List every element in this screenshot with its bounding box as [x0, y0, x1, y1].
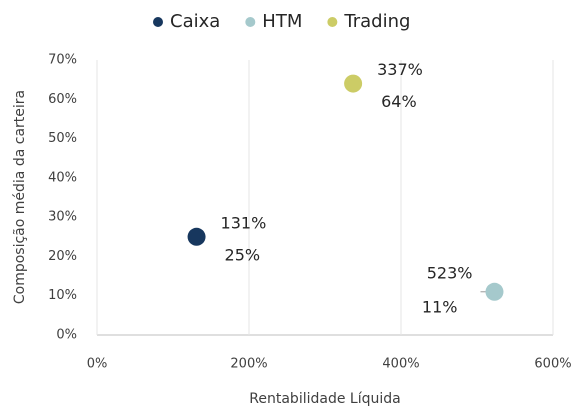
- point: [344, 74, 363, 93]
- x-tick-label: 400%: [382, 357, 419, 372]
- legend-marker: [327, 17, 338, 27]
- x-tick-label: 0%: [87, 357, 108, 372]
- data-label: 11%: [422, 297, 458, 316]
- x-axis-label: Rentabilidade Líquida: [249, 391, 400, 407]
- y-tick-label: 30%: [48, 210, 77, 225]
- y-tick-label: 40%: [48, 170, 77, 185]
- legend-label: HTM: [262, 11, 302, 32]
- data-label: 64%: [381, 92, 417, 111]
- data-label: 25%: [225, 245, 261, 264]
- y-axis-label: Composição média da carteira: [12, 90, 28, 304]
- data-label: 523%: [427, 263, 473, 282]
- data-label: 337%: [377, 60, 423, 79]
- x-tick-label: 200%: [230, 357, 267, 372]
- y-tick-label: 60%: [48, 92, 77, 107]
- point: [485, 282, 504, 301]
- y-tick-label: 10%: [48, 288, 77, 303]
- x-tick-label: 600%: [534, 357, 571, 372]
- y-tick-label: 0%: [56, 328, 77, 343]
- legend-label: Trading: [343, 11, 410, 32]
- point: [187, 227, 206, 246]
- legend-label: Caixa: [170, 11, 220, 32]
- y-tick-label: 20%: [48, 249, 77, 264]
- legend-marker: [245, 17, 256, 27]
- legend-marker: [153, 17, 163, 27]
- data-label: 131%: [221, 213, 267, 232]
- y-tick-label: 50%: [48, 131, 77, 146]
- y-tick-label: 70%: [48, 53, 77, 68]
